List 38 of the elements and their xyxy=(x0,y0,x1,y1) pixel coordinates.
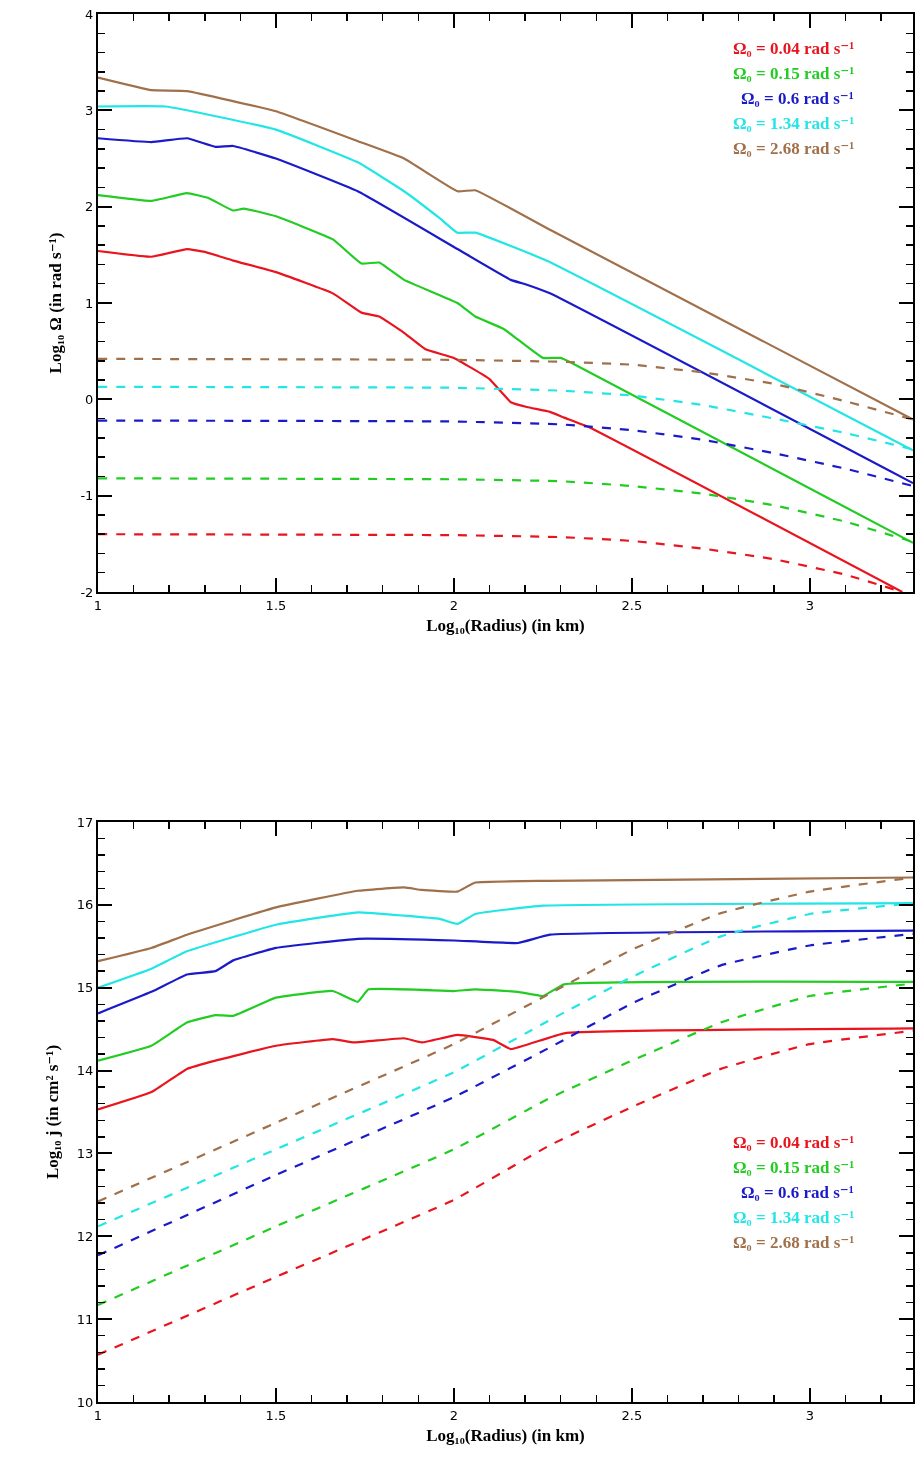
y-tick-label: 12 xyxy=(76,1228,94,1244)
text: Ω₀ = 0.15 rad s⁻¹ xyxy=(733,1158,855,1177)
y-tick-label: 10 xyxy=(76,1394,94,1410)
x-tick-label: 2 xyxy=(449,597,459,613)
text: Ω₀ = 2.68 rad s⁻¹ xyxy=(733,1233,855,1252)
x-tick-label: 3 xyxy=(805,1407,814,1423)
y-tick-label: 2 xyxy=(85,199,94,215)
text: Ω₀ = 0.6 rad s⁻¹ xyxy=(741,1183,854,1202)
y-tick-label: 3 xyxy=(85,102,94,118)
text: Ω₀ = 1.34 rad s⁻¹ xyxy=(733,1208,855,1227)
y-tick-label: 13 xyxy=(76,1145,94,1161)
x-tick-label: 3 xyxy=(805,597,814,613)
y-axis-title: Log₁₀ j (in cm² s⁻¹) xyxy=(42,1044,62,1180)
text: Ω₀ = 0.04 rad s⁻¹ xyxy=(733,39,855,58)
x-tick-label: 1.5 xyxy=(265,1407,287,1423)
y-tick-label: 15 xyxy=(76,980,94,996)
text: Ω₀ = 2.68 rad s⁻¹ xyxy=(733,139,855,158)
y-tick-label: -2 xyxy=(80,584,94,600)
x-tick-label: 2.5 xyxy=(621,1407,643,1423)
y-tick-label: 11 xyxy=(76,1311,94,1327)
y-tick-label: 1 xyxy=(85,295,94,311)
text: Ω₀ = 0.15 rad s⁻¹ xyxy=(733,64,855,83)
y-tick-label: 4 xyxy=(85,6,94,22)
y-tick-label: 17 xyxy=(76,814,94,830)
y-axis-title: Log₁₀ Ω (in rad s⁻¹) xyxy=(46,232,66,374)
text: Ω₀ = 0.04 rad s⁻¹ xyxy=(733,1133,855,1152)
x-tick-label: 2.5 xyxy=(621,597,643,613)
x-axis-title: Log₁₀(Radius) (in km) xyxy=(426,1426,585,1446)
y-tick-label: -1 xyxy=(80,488,94,504)
y-tick-label: 14 xyxy=(76,1063,94,1079)
text: Ω₀ = 1.34 rad s⁻¹ xyxy=(733,114,855,133)
x-tick-label: 1.5 xyxy=(265,597,287,613)
x-tick-label: 2 xyxy=(449,1407,459,1423)
line-series xyxy=(98,932,913,1257)
text: Ω₀ = 0.6 rad s⁻¹ xyxy=(741,89,854,108)
y-tick-label: 0 xyxy=(85,391,94,407)
x-axis-title: Log₁₀(Radius) (in km) xyxy=(426,616,585,636)
y-tick-label: 16 xyxy=(76,897,94,913)
